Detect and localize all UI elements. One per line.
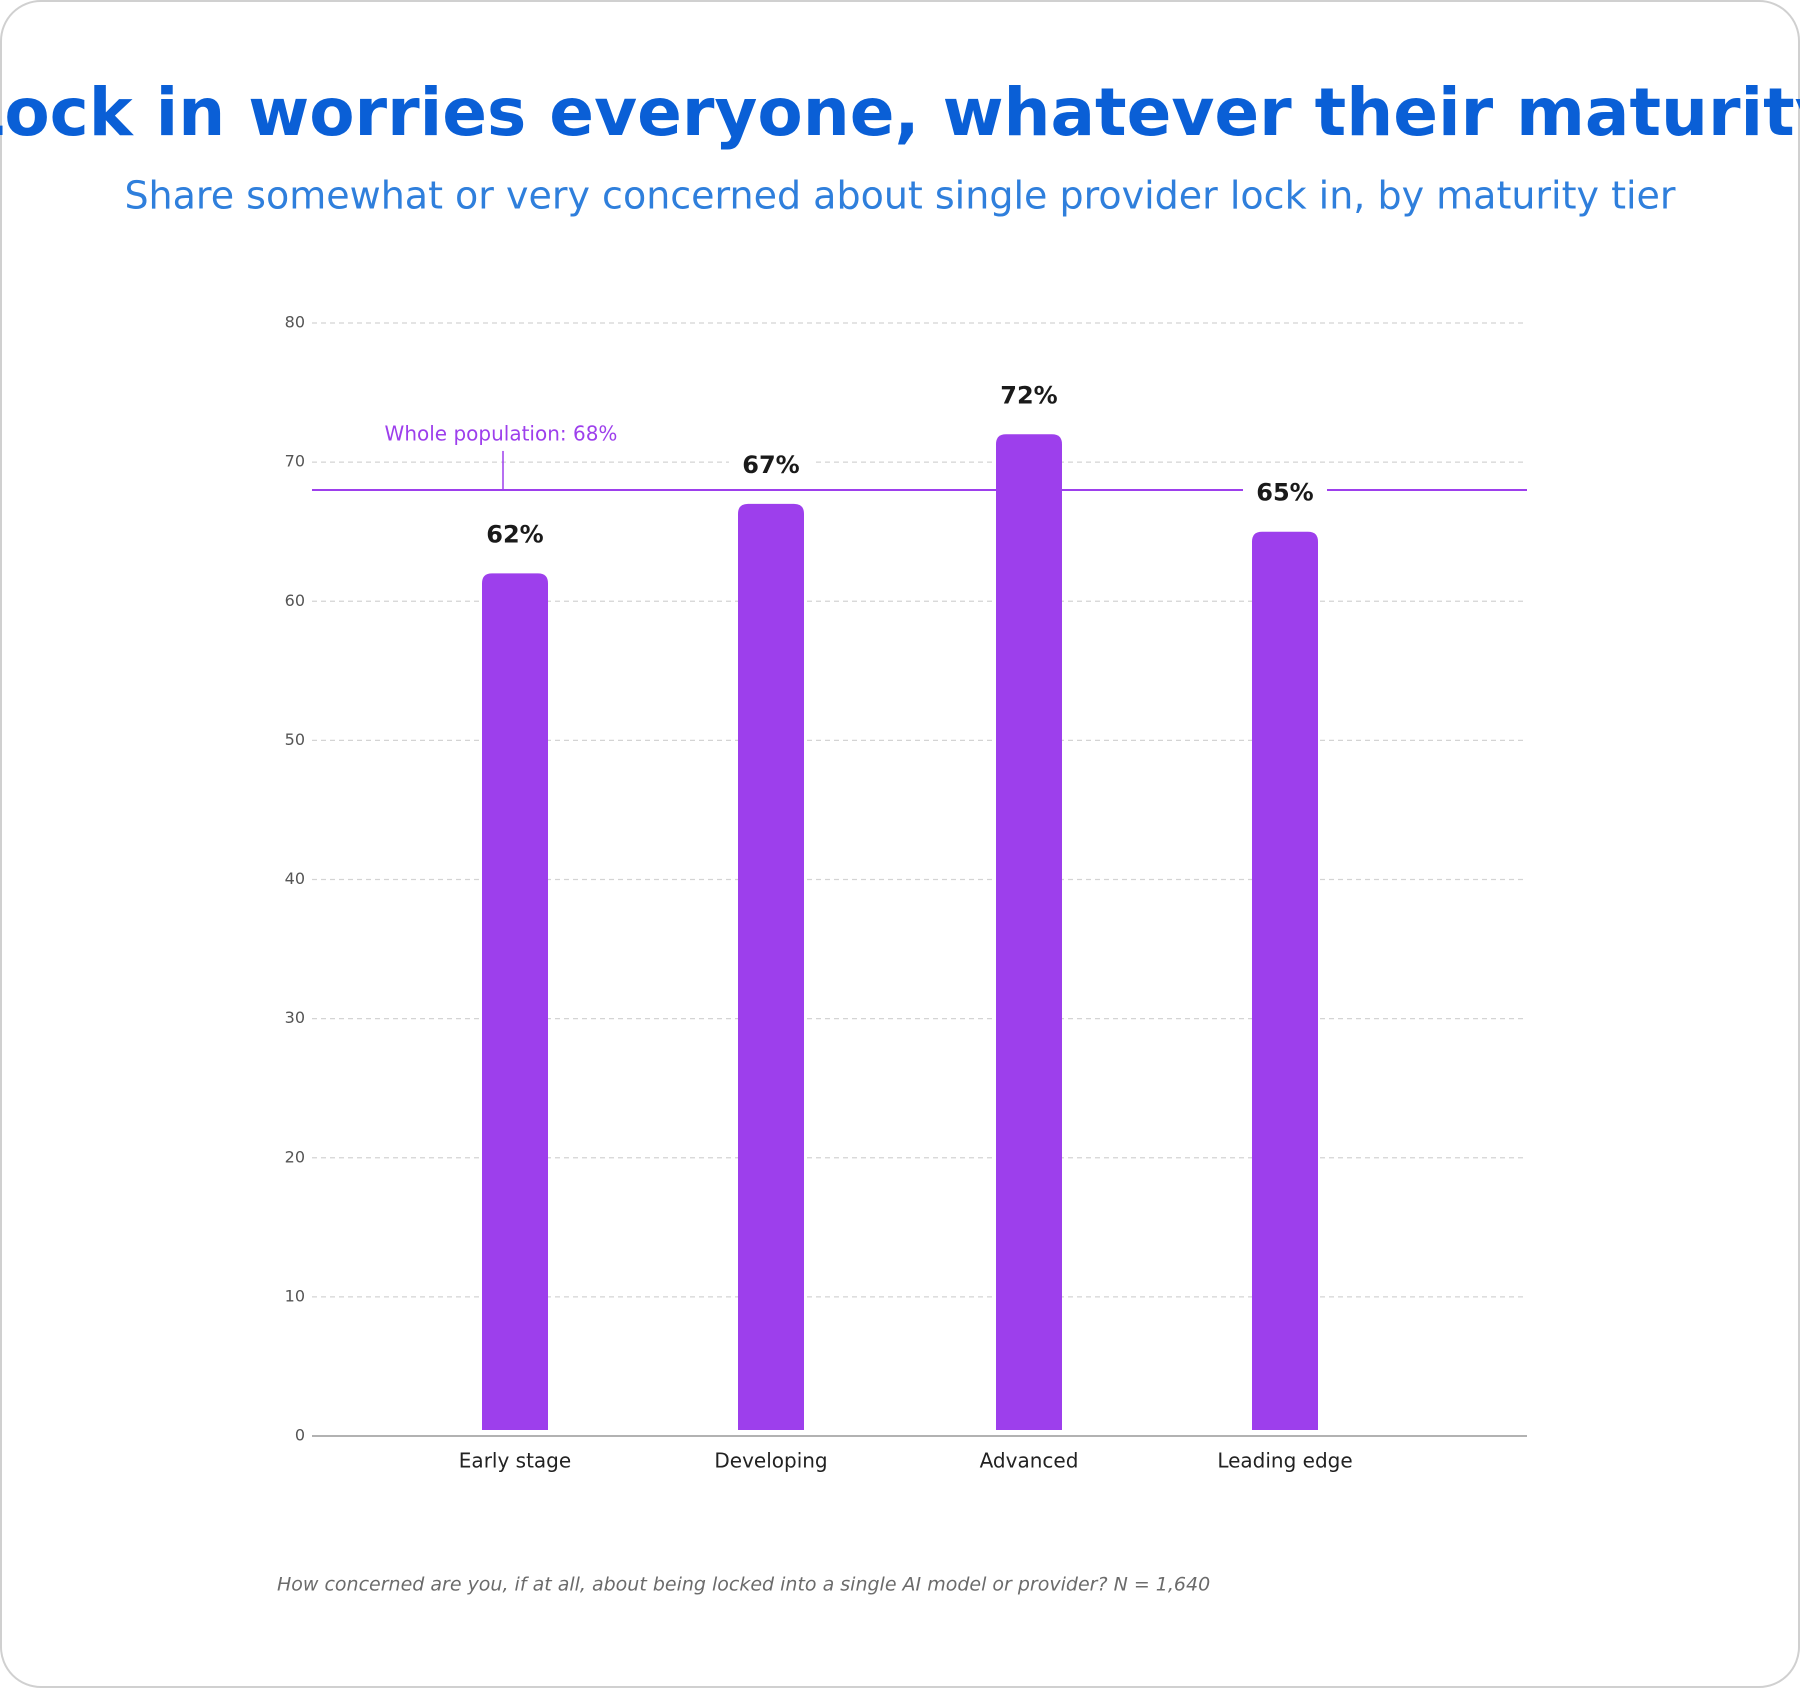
value-label-background [987,380,1071,413]
x-tick-label: Leading edge [1217,1449,1352,1473]
value-label-background [1243,477,1327,510]
value-label: 65% [1256,479,1313,507]
chart-subtitle: Share somewhat or very concerned about s… [124,174,1675,218]
value-label: 62% [486,520,543,548]
footnote: How concerned are you, if at all, about … [277,1574,1210,1596]
y-tick-label: 50 [285,730,305,749]
chart-title: Lock in worries everyone, whatever their… [0,74,1800,151]
y-tick-label: 10 [285,1286,305,1305]
y-tick-label: 60 [285,591,305,610]
y-tick-label: 70 [285,452,305,471]
x-tick-label: Advanced [980,1449,1079,1473]
bar [738,503,804,1430]
value-label-background [729,449,813,482]
y-tick-label: 30 [285,1008,305,1027]
y-tick-label: 20 [285,1147,305,1166]
y-tick-label: 40 [285,869,305,888]
bar [1252,531,1318,1430]
bar [996,434,1062,1430]
y-tick-label: 0 [295,1426,305,1445]
y-tick-label: 80 [285,313,305,332]
x-tick-label: Developing [714,1449,827,1473]
value-label: 67% [742,451,799,479]
value-label: 72% [1000,381,1057,409]
x-tick-label: Early stage [459,1449,571,1473]
value-label-background [473,519,557,552]
reference-label: Whole population: 68% [385,421,618,445]
bar [482,573,548,1430]
